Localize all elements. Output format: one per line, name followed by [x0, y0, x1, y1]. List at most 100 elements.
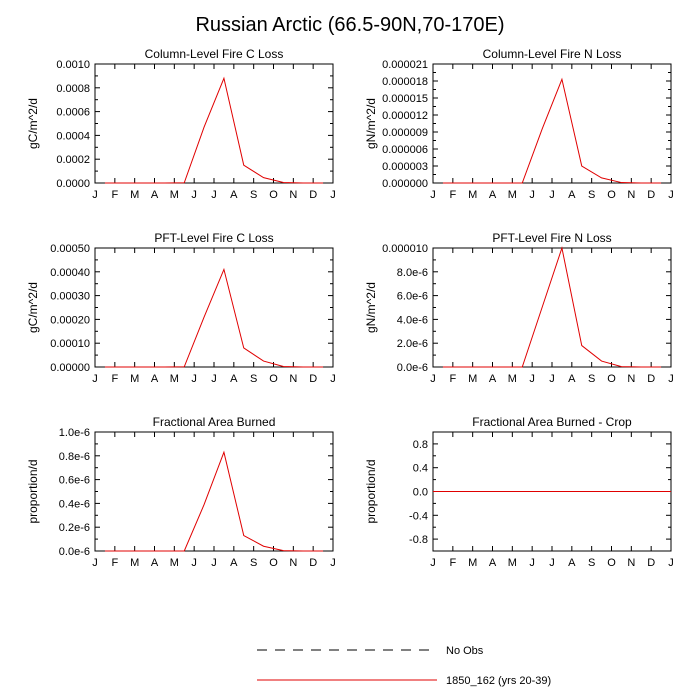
x-tick-label: F	[111, 557, 118, 569]
y-tick-label: 0.0002	[56, 154, 90, 166]
y-tick-label: 0.0006	[56, 107, 90, 119]
x-tick-label: F	[111, 373, 118, 385]
x-tick-label: J	[549, 373, 555, 385]
x-tick-label: M	[170, 189, 179, 201]
x-tick-label: A	[151, 189, 159, 201]
y-axis-label: gC/m^2/d	[26, 282, 40, 333]
x-tick-label: N	[627, 189, 635, 201]
y-axis-label: gC/m^2/d	[26, 98, 40, 149]
x-tick-label: J	[529, 189, 535, 201]
x-tick-label: S	[250, 189, 257, 201]
x-tick-label: F	[449, 557, 456, 569]
x-tick-label: M	[170, 373, 179, 385]
y-tick-label: 0.000006	[382, 144, 428, 156]
y-tick-label: 0.2e-6	[59, 522, 90, 534]
y-tick-label: 0.6e-6	[59, 475, 90, 487]
x-tick-label: F	[449, 373, 456, 385]
series-line-1850-162	[104, 450, 324, 552]
y-tick-label: 8.0e-6	[397, 267, 428, 279]
x-tick-label: J	[668, 373, 674, 385]
x-tick-label: M	[468, 189, 477, 201]
y-tick-label: 0.00040	[50, 267, 90, 279]
plot-frame	[94, 63, 334, 184]
y-tick-label: 0.4e-6	[59, 498, 90, 510]
y-tick-label: 2.0e-6	[397, 338, 428, 350]
x-tick-label: J	[191, 189, 197, 201]
x-tick-label: A	[568, 557, 576, 569]
y-tick-label: 6.0e-6	[397, 291, 428, 303]
y-tick-label: 0.0010	[56, 59, 90, 71]
y-tick-label: 0.00000	[50, 362, 90, 374]
x-tick-label: J	[549, 557, 555, 569]
y-tick-label: 0.8	[413, 439, 428, 451]
x-tick-label: S	[250, 557, 257, 569]
y-tick-label: 0.00020	[50, 314, 90, 326]
x-tick-label: J	[668, 189, 674, 201]
legend-label-1850-162: 1850_162 (yrs 20-39)	[446, 675, 551, 687]
y-tick-label: 0.0	[413, 487, 428, 499]
x-tick-label: A	[230, 557, 238, 569]
x-tick-label: M	[130, 373, 139, 385]
y-tick-label: 0.4	[413, 463, 428, 475]
plot-frame	[432, 247, 672, 368]
panel-title: PFT-Level Fire C Loss	[154, 231, 273, 245]
x-tick-label: O	[269, 373, 278, 385]
x-tick-label: A	[489, 189, 497, 201]
x-tick-label: J	[549, 189, 555, 201]
x-tick-label: J	[92, 557, 98, 569]
x-tick-label: N	[627, 557, 635, 569]
x-tick-label: A	[489, 557, 497, 569]
y-axis-label: gN/m^2/d	[364, 282, 378, 333]
x-tick-label: A	[230, 189, 238, 201]
y-axis-label: gN/m^2/d	[364, 98, 378, 149]
x-tick-label: J	[191, 373, 197, 385]
x-tick-label: A	[151, 557, 159, 569]
y-tick-label: 0.0e-6	[59, 546, 90, 558]
plot-frame	[432, 63, 672, 184]
x-tick-label: D	[647, 189, 655, 201]
x-tick-label: J	[529, 373, 535, 385]
x-tick-label: N	[289, 373, 297, 385]
panel-title: Column-Level Fire N Loss	[483, 47, 622, 61]
x-tick-label: N	[627, 373, 635, 385]
y-tick-label: -0.4	[409, 510, 428, 522]
x-tick-label: J	[191, 557, 197, 569]
x-tick-label: D	[647, 557, 655, 569]
x-tick-label: A	[151, 373, 159, 385]
x-tick-label: J	[92, 189, 98, 201]
x-tick-label: O	[269, 189, 278, 201]
x-tick-label: M	[508, 557, 517, 569]
x-tick-label: D	[309, 189, 317, 201]
y-tick-label: 0.000021	[382, 59, 428, 71]
x-tick-label: S	[588, 373, 595, 385]
series-line-1850-162	[104, 267, 324, 368]
x-tick-label: J	[330, 189, 336, 201]
x-tick-label: M	[130, 189, 139, 201]
x-tick-label: S	[588, 557, 595, 569]
y-tick-label: 0.000009	[382, 127, 428, 139]
x-tick-label: F	[111, 189, 118, 201]
x-tick-label: S	[250, 373, 257, 385]
x-tick-label: M	[468, 557, 477, 569]
y-tick-label: 0.000015	[382, 93, 428, 105]
y-tick-label: 4.0e-6	[397, 314, 428, 326]
y-tick-label: 0.000018	[382, 76, 428, 88]
y-tick-label: 0.000000	[382, 178, 428, 190]
y-tick-label: 0.000010	[382, 243, 428, 255]
panel-title: PFT-Level Fire N Loss	[492, 231, 611, 245]
x-tick-label: M	[130, 557, 139, 569]
series-line-1850-162	[442, 77, 662, 184]
y-tick-label: 1.0e-6	[59, 427, 90, 439]
x-tick-label: J	[430, 189, 436, 201]
x-tick-label: J	[330, 557, 336, 569]
x-tick-label: O	[269, 557, 278, 569]
x-tick-label: J	[211, 373, 217, 385]
y-tick-label: 0.00010	[50, 338, 90, 350]
y-tick-label: -0.8	[409, 534, 428, 546]
figure-title: Russian Arctic (66.5-90N,70-170E)	[195, 14, 505, 36]
y-tick-label: 0.8e-6	[59, 451, 90, 463]
x-tick-label: M	[508, 373, 517, 385]
